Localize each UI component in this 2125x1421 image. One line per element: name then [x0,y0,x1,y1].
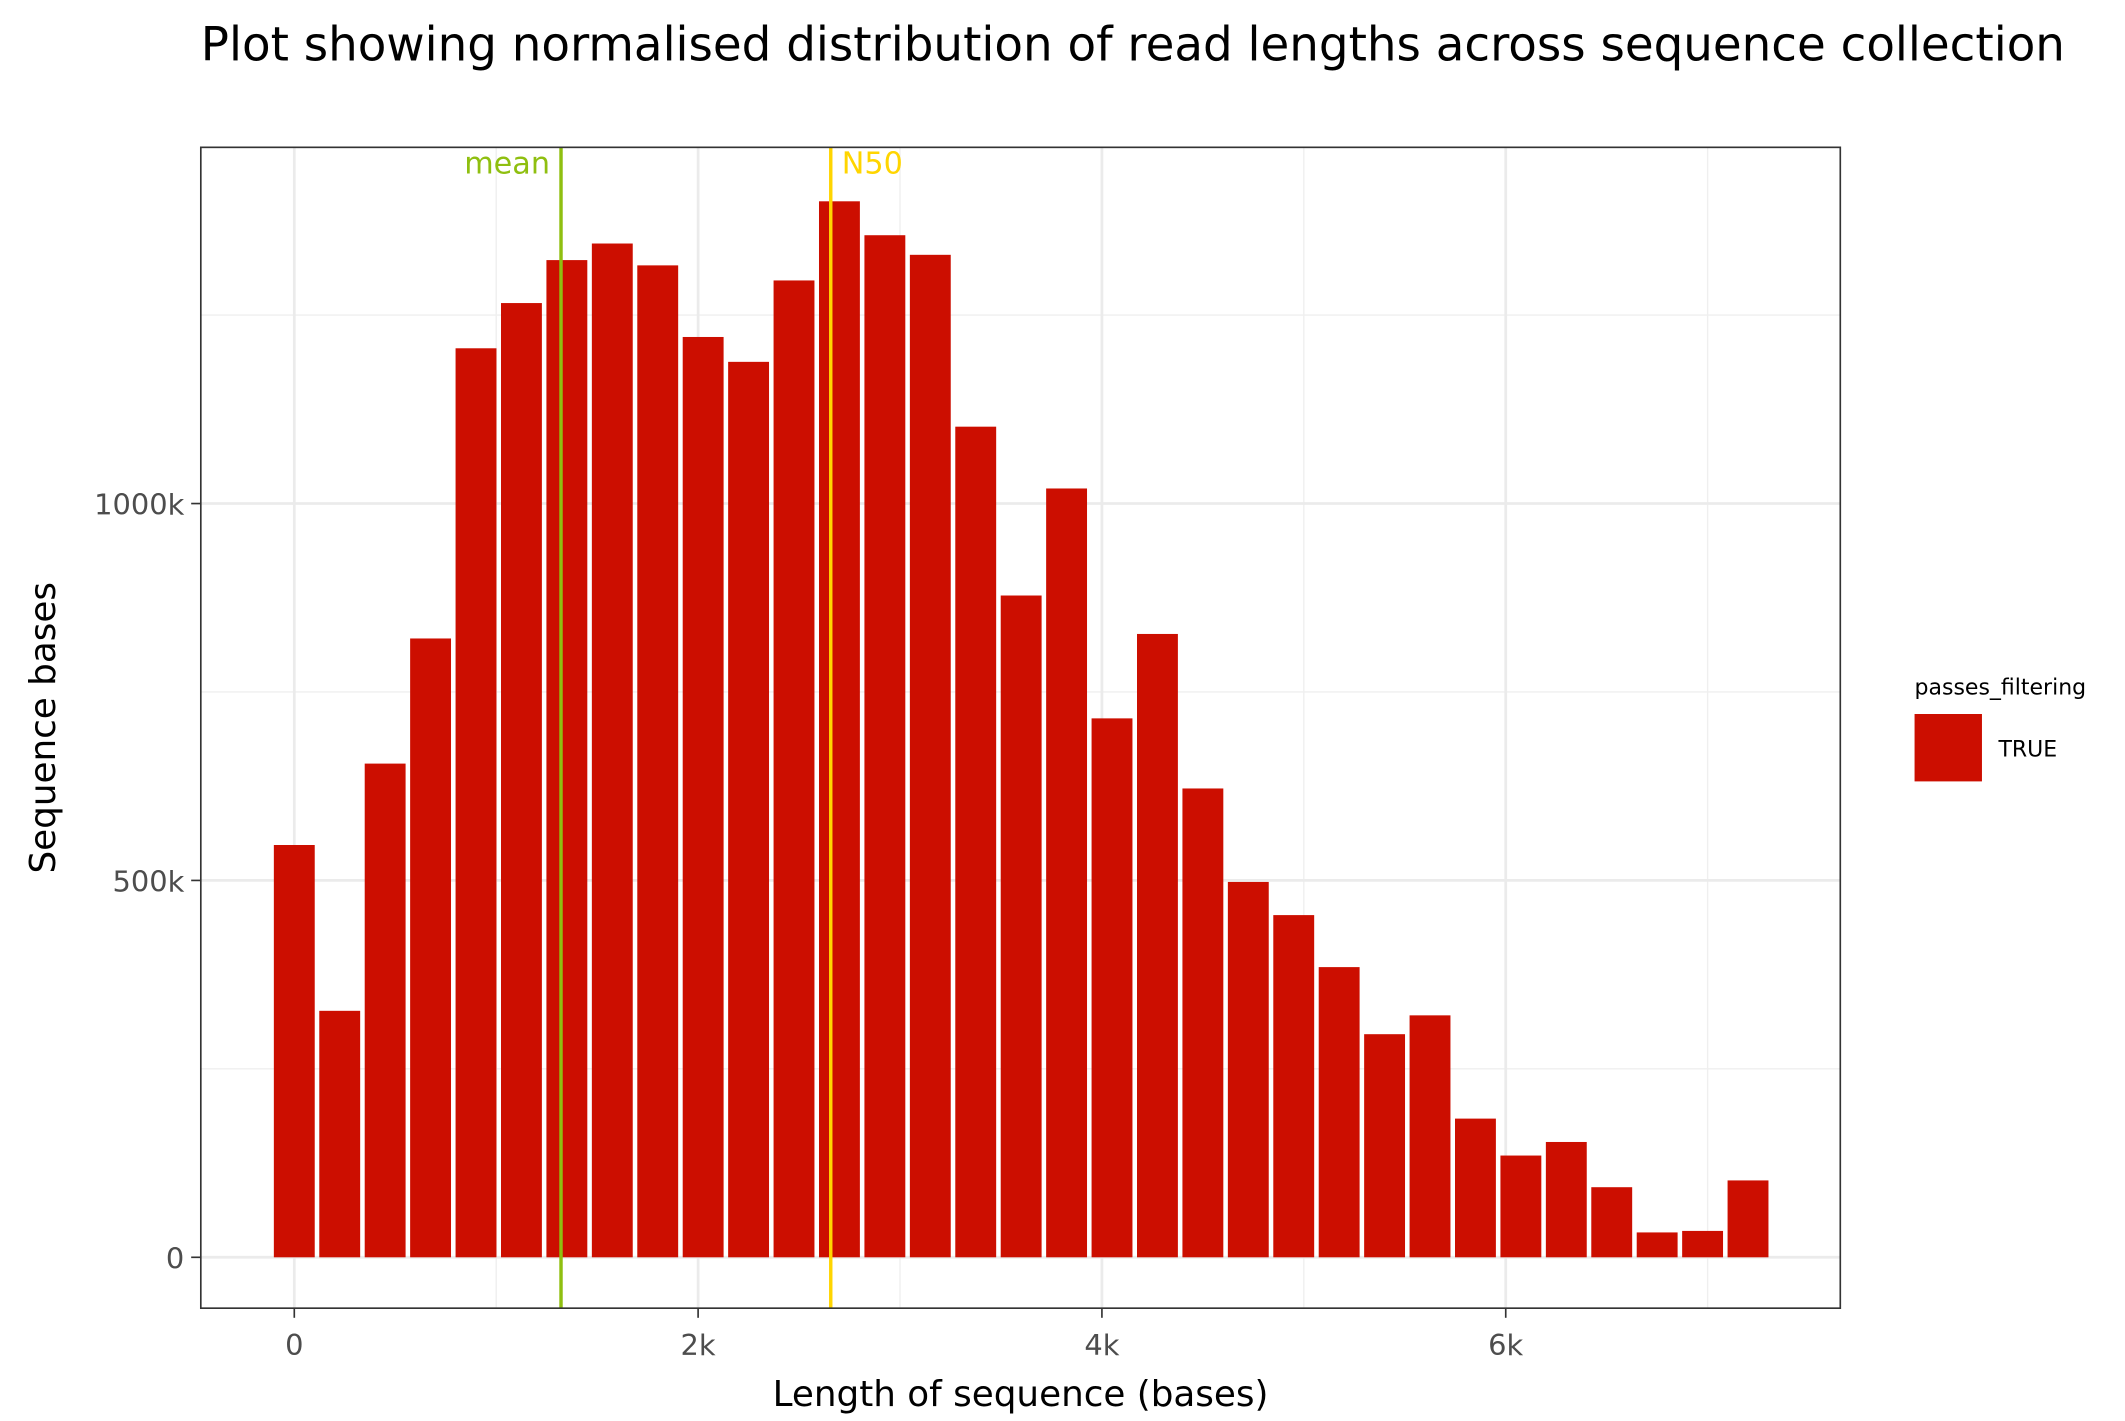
bar [1636,1232,1678,1258]
y-tick-label: 1000k [94,488,184,522]
bar [1591,1187,1633,1258]
bar [682,336,724,1258]
x-axis-title: Length of sequence (bases) [773,1374,1269,1415]
bar [364,763,406,1258]
bar [1409,1015,1451,1258]
bar [1727,1180,1769,1258]
x-tick-label: 4k [1084,1328,1119,1362]
bar [728,361,770,1258]
bar [1545,1141,1587,1258]
bar [1273,915,1315,1258]
bar [500,303,542,1258]
legend-swatch [1914,714,1982,782]
reference-line-label: N50 [842,146,903,181]
bar [909,254,951,1258]
bar [1364,1034,1406,1258]
bar [1227,881,1269,1258]
bar [955,426,997,1258]
bar [546,260,588,1258]
plot-border [199,146,1842,1310]
legend-label: TRUE [1997,738,2057,763]
bar [864,235,906,1258]
x-tick-label: 0 [285,1328,303,1362]
bar [1136,633,1178,1258]
bar [1000,595,1042,1258]
legend-title: passes_filtering [1915,676,2087,701]
y-axis-title: Sequence bases [23,582,64,874]
bar [637,265,679,1258]
x-tick-label: 2k [681,1328,716,1362]
bar [1318,967,1360,1258]
bar [1500,1155,1542,1258]
bar [1455,1118,1496,1258]
bar [1182,788,1224,1258]
bar [1091,718,1133,1258]
chart-title: Plot showing normalised distribution of … [201,19,2065,73]
y-tick-label: 500k [112,864,184,898]
bar [1682,1230,1724,1258]
bar [273,845,315,1258]
bar [410,638,452,1258]
bar [591,243,633,1258]
x-tick-label: 6k [1488,1328,1523,1362]
bar [455,348,497,1258]
y-tick-label: 0 [166,1241,184,1275]
bar [773,280,815,1258]
bar [319,1010,361,1258]
reference-line-label: mean [464,146,550,181]
bar [818,201,860,1258]
bar [1046,488,1088,1258]
